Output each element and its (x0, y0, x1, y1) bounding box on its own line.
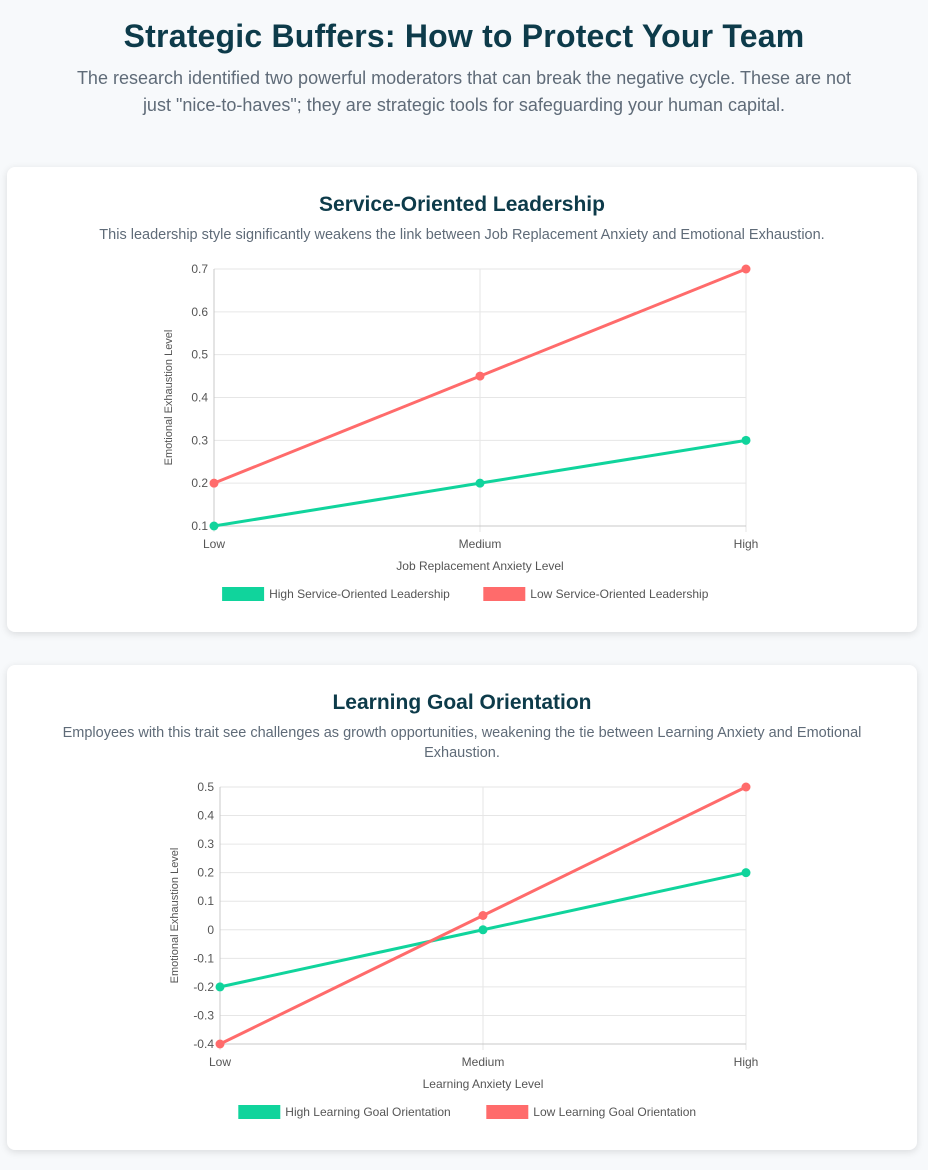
x-tick-label: Low (209, 1055, 231, 1069)
x-tick-label: Low (203, 537, 225, 551)
x-tick-label: High (734, 1055, 759, 1069)
x-tick-label: High (734, 537, 759, 551)
y-tick-label: 0.4 (197, 809, 214, 823)
y-tick-label: 0.4 (191, 391, 208, 405)
y-tick-label: -0.4 (193, 1037, 214, 1051)
card-description: This leadership style significantly weak… (99, 227, 825, 243)
y-tick-label: 0.3 (191, 433, 208, 447)
service-leadership-chart: 0.1 0.2 0.3 0.4 0.5 0.6 0.7 Low Medium High Job Re… (163, 262, 759, 601)
data-point (741, 868, 751, 878)
x-axis-title: Job Replacement Anxiety Level (396, 559, 563, 573)
y-tick-label: 0 (207, 923, 214, 937)
data-point (478, 911, 488, 920)
legend-swatch (238, 1105, 281, 1119)
data-point (215, 1039, 225, 1049)
legend-label: High Learning Goal Orientation (285, 1105, 450, 1119)
card-title: Learning Goal Orientation (332, 691, 592, 714)
data-point (475, 371, 485, 381)
x-axis-title: Learning Anxiety Level (423, 1077, 544, 1091)
y-tick-label: 0.2 (191, 476, 208, 490)
y-tick-label: 0.2 (197, 866, 214, 880)
y-tick-label: -0.2 (193, 980, 214, 994)
y-tick-label: 0.5 (197, 780, 214, 794)
y-axis-title: Emotional Exhaustion Level (163, 330, 175, 466)
y-tick-label: 0.3 (197, 837, 214, 851)
data-point (478, 925, 488, 935)
legend-swatch (486, 1105, 529, 1119)
y-tick-label: 0.5 (191, 348, 208, 362)
learning-goal-chart: -0.4 -0.3 -0.2 -0.1 0 0.1 0.2 0.3 0.4 0.5 Low Mediu… (169, 780, 759, 1119)
y-tick-label: 0.6 (191, 305, 208, 319)
x-tick-label: Medium (459, 537, 502, 551)
legend-label: Low Learning Goal Orientation (533, 1105, 696, 1119)
data-point (215, 982, 225, 992)
page-title: Strategic Buffers: How to Protect Your T… (123, 18, 805, 54)
y-axis-title: Emotional Exhaustion Level (169, 848, 181, 984)
learning-goal-card: Learning Goal Orientation Employees with… (7, 665, 917, 1150)
card-description: Employees with this trait see challenges… (62, 725, 862, 761)
x-tick-label: Medium (462, 1055, 505, 1069)
y-tick-label: 0.7 (191, 262, 208, 276)
y-tick-label: -0.1 (193, 951, 214, 965)
data-point (475, 478, 485, 488)
legend-swatch (483, 587, 526, 601)
data-point (209, 478, 219, 488)
card-title: Service-Oriented Leadership (319, 193, 605, 216)
data-point (741, 264, 751, 274)
y-tick-label: -0.3 (193, 1008, 214, 1022)
legend-label: High Service-Oriented Leadership (269, 587, 450, 601)
data-point (209, 521, 219, 531)
page-header: Strategic Buffers: How to Protect Your T… (0, 0, 928, 119)
legend-label: Low Service-Oriented Leadership (530, 587, 708, 601)
data-point (741, 782, 751, 792)
service-leadership-card: Service-Oriented Leadership This leaders… (7, 167, 917, 632)
page-subtitle: The research identified two powerful mod… (76, 68, 852, 115)
data-point (741, 435, 751, 445)
legend-swatch (222, 587, 265, 601)
y-tick-label: 0.1 (191, 519, 208, 533)
y-tick-label: 0.1 (197, 894, 214, 908)
